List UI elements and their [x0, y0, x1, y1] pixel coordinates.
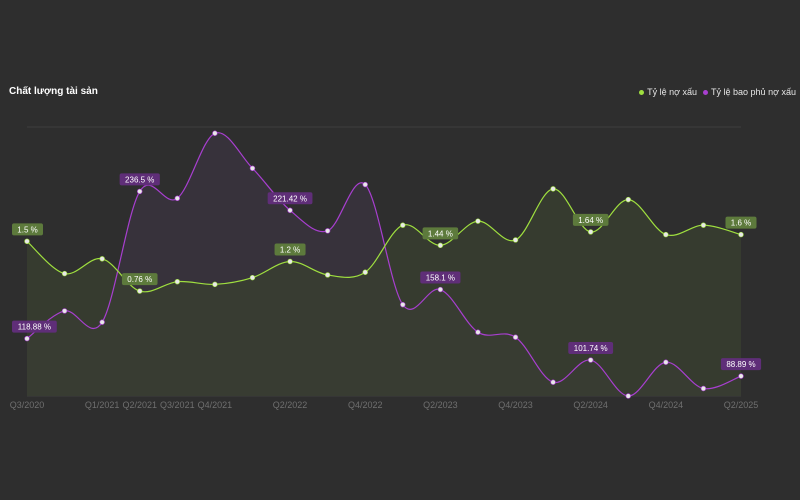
data-label-bg	[12, 320, 57, 333]
x-tick-label: Q4/2022	[348, 400, 383, 410]
data-label: 88.89 %	[726, 360, 755, 369]
data-label-bg	[12, 223, 43, 236]
point-series-0-7	[287, 258, 293, 265]
legend: Tỷ lệ nợ xấu Tỷ lệ bao phủ nợ xấu	[639, 87, 796, 97]
data-label: 118.88 %	[18, 323, 51, 332]
data-label: 1.64 %	[578, 216, 603, 225]
point-series-0-19	[738, 231, 744, 238]
point-series-1-8	[324, 228, 331, 234]
point-series-0-17	[663, 231, 669, 238]
point-series-0-1	[61, 270, 68, 277]
point-series-0-11	[437, 242, 444, 249]
data-label-bg	[267, 192, 313, 205]
data-label: 1.2 %	[280, 246, 300, 255]
data-label-bg	[422, 227, 459, 240]
legend-dot-coverage	[703, 89, 709, 95]
data-label: 1.44 %	[428, 229, 453, 238]
data-label-bg	[274, 243, 306, 256]
legend-item-npl[interactable]: Tỷ lệ nợ xấu	[639, 87, 697, 97]
point-series-0-3	[137, 288, 143, 294]
point-series-1-15	[587, 357, 594, 363]
point-series-1-11	[437, 286, 444, 293]
x-tick-label: Q2/2023	[423, 400, 458, 410]
data-label-bg	[568, 342, 614, 355]
point-series-1-16	[625, 393, 631, 399]
point-series-0-13	[512, 237, 519, 243]
point-series-0-18	[700, 222, 707, 228]
line-series-0	[26, 188, 742, 293]
data-label-bg	[725, 216, 757, 229]
point-series-0-16	[625, 196, 631, 203]
data-label-bg	[121, 273, 158, 286]
legend-label-npl: Tỷ lệ nợ xấu	[647, 87, 698, 97]
point-series-1-2	[99, 319, 105, 325]
point-series-0-4	[174, 278, 181, 285]
x-tick-label: Q4/2024	[649, 400, 684, 410]
data-label-bg	[720, 358, 762, 371]
point-series-0-2	[99, 256, 105, 262]
point-series-0-14	[550, 186, 556, 192]
x-tick-label: Q3/2020	[10, 400, 45, 410]
point-series-1-1	[61, 308, 68, 314]
point-series-1-18	[700, 385, 707, 392]
data-label: 236.5 %	[125, 175, 154, 184]
x-tick-label: Q2/2022	[273, 400, 308, 410]
data-label-bg	[572, 213, 609, 226]
x-tick-label: Q1/2021	[85, 400, 120, 410]
data-label: 158.1 %	[426, 274, 455, 283]
point-series-1-7	[287, 207, 293, 214]
point-series-1-9	[362, 181, 368, 188]
point-series-1-12	[475, 329, 481, 335]
data-label: 0.76 %	[127, 275, 152, 284]
point-series-1-17	[663, 359, 669, 365]
x-tick-label: Q4/2021	[198, 400, 233, 410]
x-tick-label: Q4/2023	[498, 400, 533, 410]
point-series-1-19	[738, 373, 744, 379]
point-series-0-10	[400, 222, 406, 228]
point-series-1-3	[137, 188, 143, 195]
x-tick-label: Q2/2021	[122, 400, 157, 410]
point-series-1-4	[174, 195, 181, 202]
x-tick-label: Q2/2025	[724, 400, 759, 410]
point-series-1-5	[212, 130, 218, 136]
data-label: 1.6 %	[731, 219, 751, 228]
point-series-0-12	[475, 218, 481, 224]
x-tick-label: Q2/2024	[573, 400, 608, 410]
chart-title: Chất lượng tài sản	[9, 86, 98, 97]
data-label-bg	[420, 271, 461, 284]
data-label: 221.42 %	[273, 194, 307, 203]
point-series-1-14	[550, 379, 556, 385]
point-series-1-0	[24, 335, 30, 342]
point-series-0-9	[362, 269, 368, 275]
point-series-0-6	[249, 274, 256, 281]
point-series-0-8	[324, 272, 331, 278]
point-series-1-6	[249, 165, 256, 171]
data-label: 1.5 %	[17, 225, 37, 234]
legend-dot-npl	[639, 89, 645, 95]
x-tick-label: Q3/2021	[160, 400, 195, 410]
data-label: 101.74 %	[574, 344, 608, 353]
data-label-bg	[119, 173, 160, 186]
legend-item-coverage[interactable]: Tỷ lệ bao phủ nợ xấu	[703, 87, 796, 97]
point-series-1-10	[400, 301, 406, 308]
point-series-1-13	[512, 334, 519, 340]
area-fill-series-0	[27, 188, 741, 396]
point-series-0-15	[587, 229, 594, 235]
point-series-0-0	[24, 238, 30, 245]
point-series-0-5	[212, 281, 218, 288]
legend-label-coverage: Tỷ lệ bao phủ nợ xấu	[711, 87, 796, 97]
